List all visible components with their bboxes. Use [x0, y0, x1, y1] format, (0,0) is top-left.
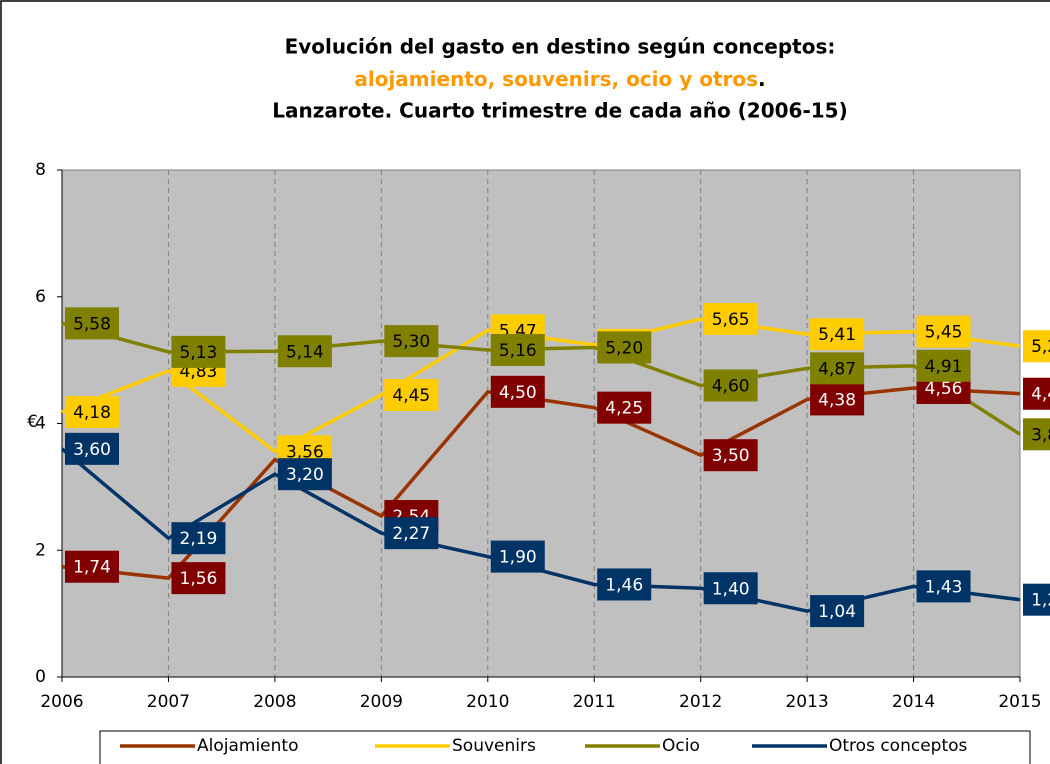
- data-label: 4,87: [818, 359, 856, 379]
- data-label: 1,43: [925, 577, 963, 597]
- data-label-box: [171, 335, 226, 368]
- data-label-box: [916, 570, 971, 603]
- data-label-box: [65, 432, 119, 465]
- data-label-box: [490, 375, 545, 408]
- data-label: 3,56: [286, 442, 324, 462]
- data-label-box: [384, 325, 439, 358]
- data-label: 1,56: [180, 569, 218, 589]
- data-label-box: [703, 302, 758, 335]
- data-label: 4,45: [392, 386, 430, 406]
- y-tick-label: 0: [35, 667, 46, 687]
- data-label: 5,20: [605, 338, 643, 358]
- y-tick-label: 2: [35, 540, 46, 560]
- x-tick-label: 2013: [785, 692, 828, 712]
- data-label: 3,20: [286, 465, 324, 485]
- chart-title-highlight: alojamiento, souvenirs, ocio y otros: [354, 67, 758, 91]
- y-tick-label: 8: [35, 160, 46, 180]
- data-label: 4,56: [925, 379, 963, 399]
- data-label-box: [65, 396, 119, 429]
- x-tick-label: 2009: [360, 692, 403, 712]
- data-label-box: [703, 439, 758, 472]
- x-tick-label: 2006: [40, 692, 83, 712]
- data-label: 2,27: [392, 524, 430, 544]
- x-tick-label: 2010: [466, 692, 509, 712]
- data-label-box: [703, 369, 758, 402]
- chart-title-end: .: [758, 67, 766, 91]
- data-label: 1,04: [818, 602, 856, 622]
- data-label: 5,22: [1031, 337, 1050, 357]
- x-tick-label: 2015: [998, 692, 1041, 712]
- data-label: 1,22: [1031, 591, 1050, 611]
- data-label-box: [703, 572, 758, 605]
- data-label-box: [1023, 330, 1050, 363]
- data-label: 3,83: [1031, 425, 1050, 445]
- data-label: 5,45: [925, 323, 963, 343]
- data-label: 5,65: [712, 310, 750, 330]
- data-label: 5,58: [73, 314, 111, 334]
- x-tick-label: 2011: [573, 692, 616, 712]
- legend-label: Ocio: [662, 736, 700, 756]
- data-label: 4,18: [73, 403, 111, 423]
- legend-box: [99, 730, 1031, 764]
- data-label-box: [171, 562, 226, 595]
- data-label-box: [1023, 377, 1050, 410]
- data-label: 4,50: [499, 383, 537, 403]
- data-label: 5,30: [392, 332, 430, 352]
- data-label: 1,74: [73, 558, 111, 578]
- chart-title: Evolución del gasto en destino según con…: [285, 35, 836, 59]
- x-tick-label: 2007: [147, 692, 190, 712]
- data-label: 4,91: [925, 357, 963, 377]
- data-label: 4,47: [1031, 385, 1050, 405]
- data-label: 4,38: [818, 390, 856, 410]
- plot-area: [61, 169, 1021, 678]
- data-label: 4,60: [712, 376, 750, 396]
- data-label-box: [810, 352, 865, 385]
- data-label-box: [597, 331, 652, 364]
- legend-label: Souvenirs: [452, 736, 536, 756]
- data-label: 3,60: [73, 440, 111, 460]
- data-label-box: [597, 391, 652, 424]
- data-label: 5,14: [286, 342, 324, 362]
- x-tick-label: 2012: [679, 692, 722, 712]
- data-label: 3,50: [712, 446, 750, 466]
- y-tick-label: 6: [35, 287, 46, 307]
- legend-label: Alojamiento: [197, 736, 298, 756]
- data-label-box: [1023, 583, 1050, 616]
- data-label-box: [65, 550, 119, 583]
- y-tick-label: 4: [35, 414, 46, 434]
- data-label: 2,19: [180, 529, 218, 549]
- legend-label: Otros conceptos: [829, 736, 968, 756]
- data-label-box: [490, 333, 545, 366]
- data-label-box: [490, 540, 545, 573]
- data-label-box: [65, 307, 119, 340]
- data-label: 5,41: [818, 325, 856, 345]
- data-label-box: [384, 517, 439, 550]
- data-label-box: [277, 458, 332, 491]
- data-label-box: [810, 318, 865, 351]
- x-tick-label: 2008: [253, 692, 296, 712]
- data-label: 5,13: [180, 343, 218, 363]
- data-label: 1,46: [605, 575, 643, 595]
- x-tick-label: 2014: [892, 692, 935, 712]
- data-label: 5,16: [499, 341, 537, 361]
- data-label-box: [810, 595, 865, 628]
- data-label-box: [916, 349, 971, 382]
- data-label-box: [597, 568, 652, 601]
- data-label-box: [171, 522, 226, 555]
- chart-title: alojamiento, souvenirs, ocio y otros.: [354, 67, 765, 91]
- data-label: 4,25: [605, 399, 643, 419]
- y-axis-label: €: [27, 412, 38, 432]
- data-label-box: [384, 378, 439, 411]
- data-label-box: [916, 315, 971, 348]
- chart-title: Lanzarote. Cuarto trimestre de cada año …: [272, 99, 847, 123]
- data-label-box: [1023, 418, 1050, 451]
- data-label-box: [810, 383, 865, 416]
- data-label-box: [277, 335, 332, 368]
- data-label: 1,40: [712, 579, 750, 599]
- data-label: 1,90: [499, 548, 537, 568]
